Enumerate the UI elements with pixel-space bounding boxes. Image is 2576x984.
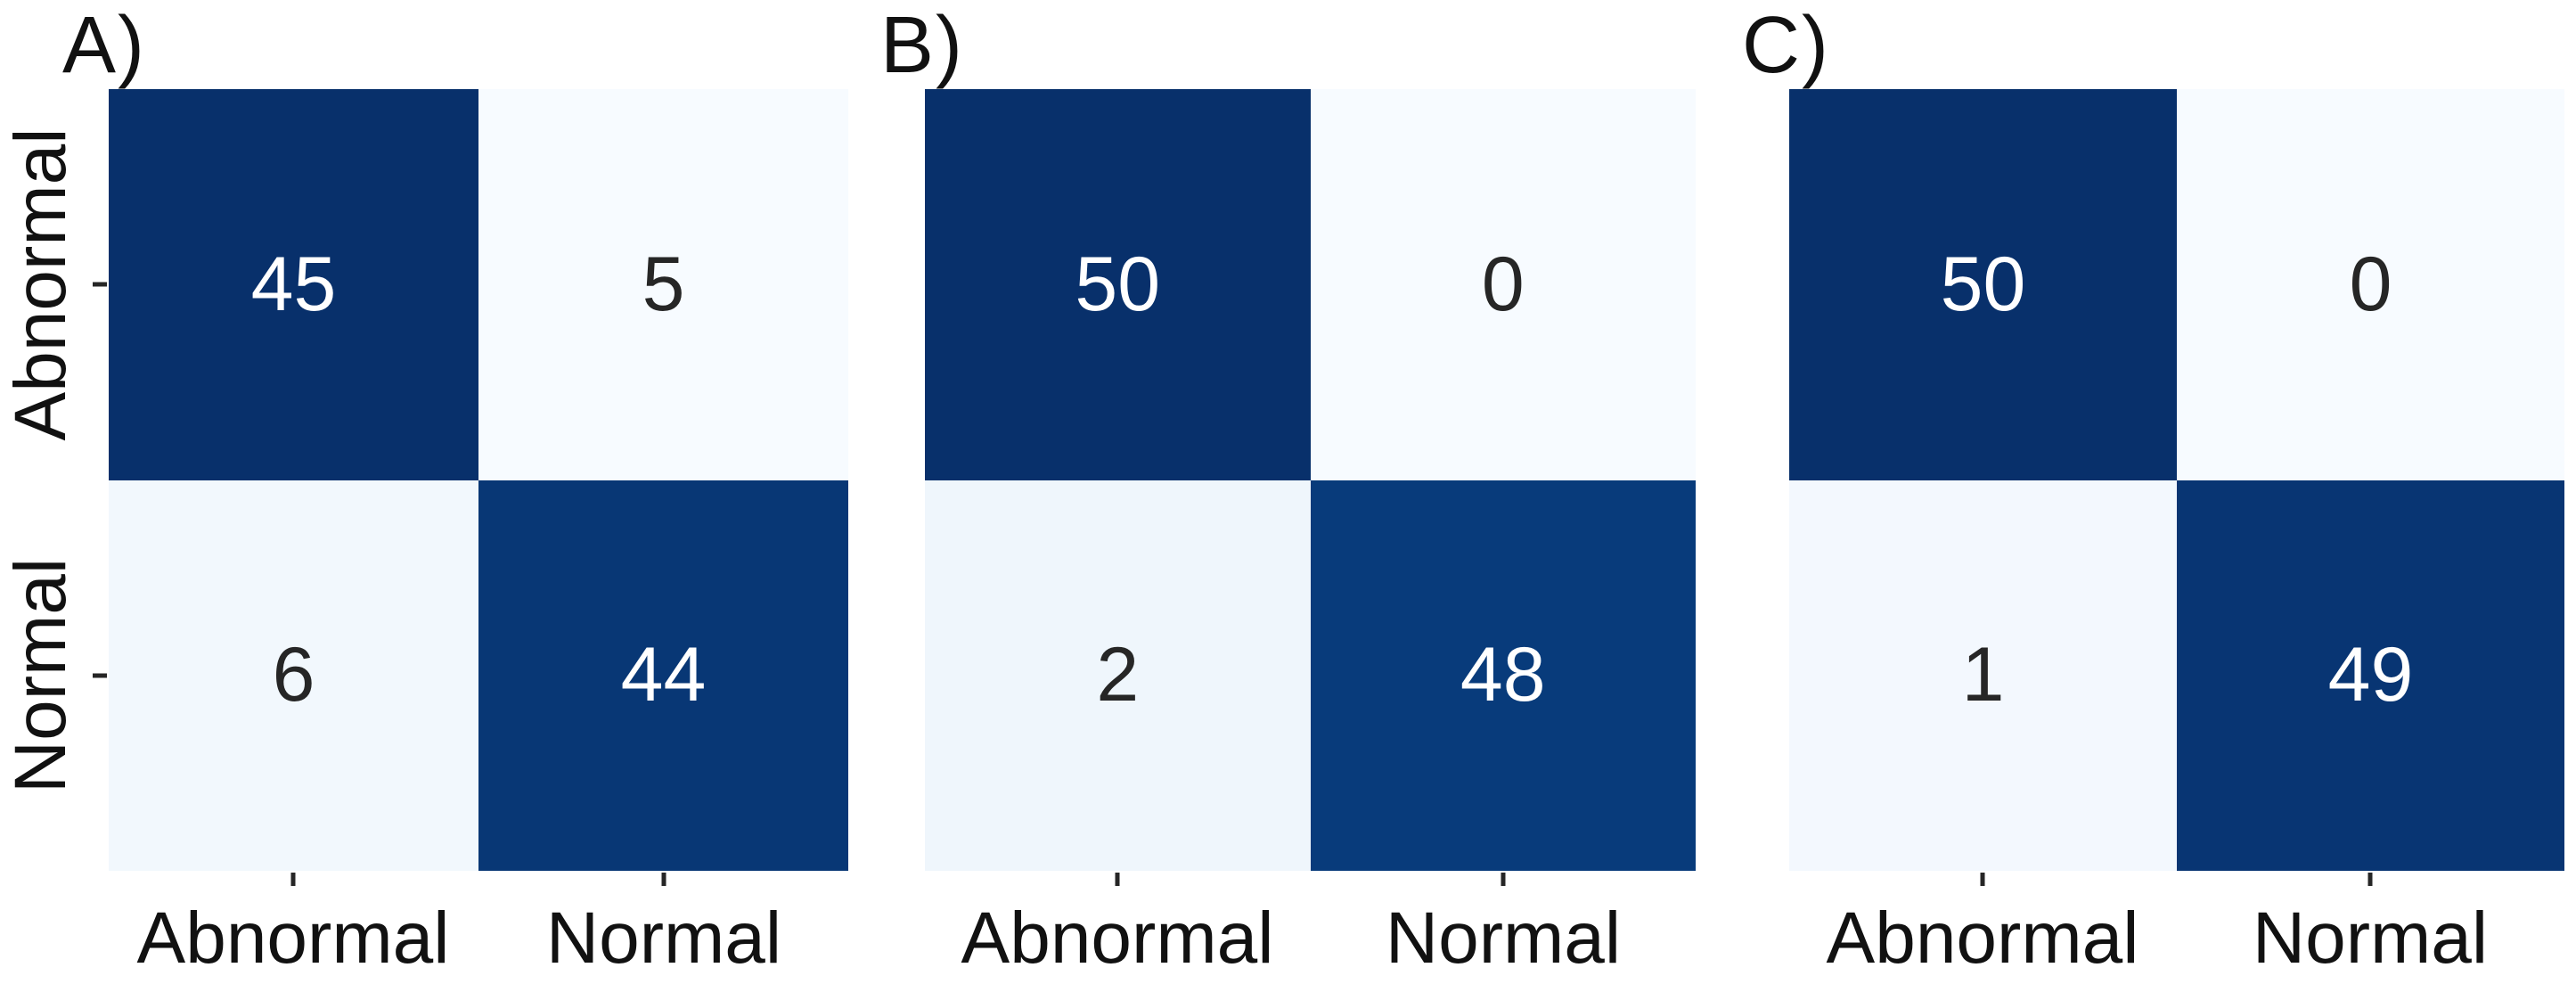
panel-c-xlabel-normal: Normal [2252, 898, 2489, 979]
panel-a-ytick-abnormal [93, 282, 107, 287]
panel-b-heatmap: 50 0 2 48 [925, 89, 1696, 871]
panel-a-heatmap: 45 5 6 44 [109, 89, 848, 871]
panel-a-xtick-abnormal [290, 873, 296, 886]
panel-c-heatmap: 50 0 1 49 [1789, 89, 2564, 871]
panel-c-cell-true-normal-pred-abnormal: 1 [1789, 480, 2177, 871]
panel-a-label: A) [62, 1, 146, 90]
panel-a-xlabel-normal: Normal [545, 898, 782, 979]
panel-b-xtick-normal [1501, 873, 1506, 886]
panel-b-cell-true-normal-pred-normal: 48 [1310, 480, 1696, 871]
panel-a-xlabel-abnormal: Abnormal [136, 898, 450, 979]
panel-a-cell-true-abnormal-pred-normal: 5 [478, 89, 848, 480]
panel-b-xlabel-abnormal: Abnormal [961, 898, 1274, 979]
panel-a-cell-true-normal-pred-abnormal: 6 [109, 480, 478, 871]
panel-a-xtick-normal [661, 873, 666, 886]
panel-b-xlabel-normal: Normal [1385, 898, 1622, 979]
panel-c-xtick-abnormal [1980, 873, 1985, 886]
panel-c-cell-true-abnormal-pred-normal: 0 [2177, 89, 2564, 480]
panel-b-xtick-abnormal [1115, 873, 1120, 886]
panel-a-ylabel-normal: Normal [0, 557, 81, 794]
panel-a-ylabel-abnormal: Abnormal [0, 127, 81, 441]
panel-a-ytick-normal [93, 673, 107, 678]
panel-a-cell-true-normal-pred-normal: 44 [478, 480, 848, 871]
panel-b-label: B) [880, 1, 964, 90]
panel-b-cell-true-normal-pred-abnormal: 2 [925, 480, 1311, 871]
panel-a-cell-true-abnormal-pred-abnormal: 45 [109, 89, 478, 480]
panel-c-xlabel-abnormal: Abnormal [1826, 898, 2139, 979]
panel-c-label: C) [1742, 1, 1830, 90]
panel-b-cell-true-abnormal-pred-abnormal: 50 [925, 89, 1311, 480]
panel-b-cell-true-abnormal-pred-normal: 0 [1310, 89, 1696, 480]
panel-c-cell-true-normal-pred-normal: 49 [2177, 480, 2564, 871]
panel-c-xtick-normal [2367, 873, 2373, 886]
panel-c-cell-true-abnormal-pred-abnormal: 50 [1789, 89, 2177, 480]
